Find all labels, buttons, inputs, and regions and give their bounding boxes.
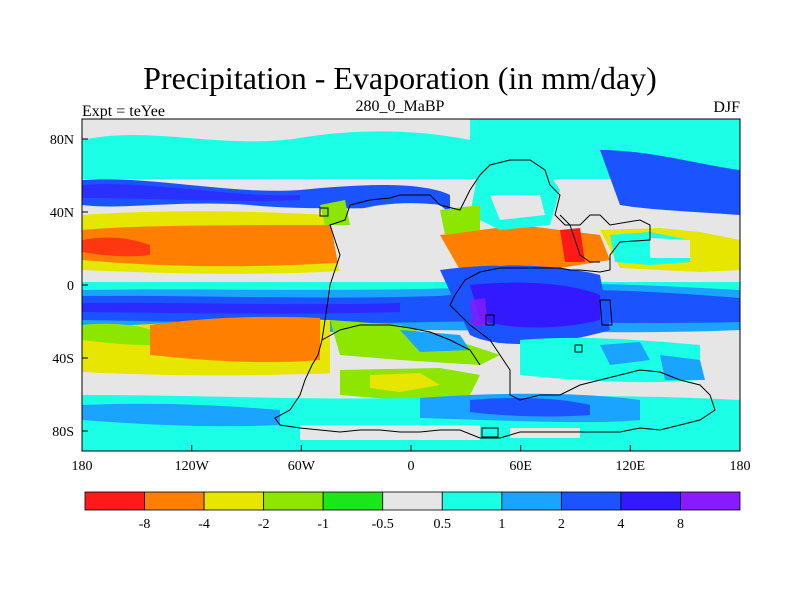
experiment-label: Expt = teYee (82, 103, 165, 120)
lat-tick-label: 80S (52, 425, 74, 440)
lat-tick-label: 40S (52, 352, 74, 367)
lon-tick-label: 60E (509, 459, 532, 474)
lon-tick-labels: 180 120W 60W 0 60E 120E 180 (72, 459, 751, 474)
colorbar-swatch (84, 491, 145, 511)
colorbar-label: 8 (677, 517, 684, 532)
colorbar-label: 0.5 (434, 517, 452, 532)
lon-tick-label: 60W (288, 459, 316, 474)
lon-tick-label: 120W (175, 459, 210, 474)
lat-tick-label: 0 (67, 279, 74, 294)
colorbar-swatch (322, 491, 384, 511)
axis-ticks (81, 138, 741, 451)
lon-tick-label: 120E (616, 459, 646, 474)
colorbar-label: -4 (198, 517, 210, 532)
colorbar-swatch (382, 491, 443, 511)
colorbar-swatch (263, 491, 324, 511)
coastlines (274, 159, 716, 439)
colorbar-label: 2 (558, 517, 565, 532)
colorbar: -8 -4 -2 -1 -0.5 0.5 1 2 4 8 (84, 491, 741, 532)
colorbar-label: -1 (317, 517, 329, 532)
map-title: Precipitation - Evaporation (in mm/day) (143, 60, 657, 96)
colorbar-swatch (560, 491, 622, 511)
map-field (82, 119, 740, 451)
colorbar-swatch (441, 491, 503, 511)
lat-tick-labels: 80N 40N 0 40S 80S (50, 133, 74, 440)
colorbar-swatch (144, 491, 205, 511)
colorbar-label: -8 (139, 517, 151, 532)
colorbar-label: -2 (258, 517, 270, 532)
lon-tick-label: 180 (72, 459, 93, 474)
lon-tick-label: 180 (730, 459, 751, 474)
lon-tick-label: 0 (408, 459, 415, 474)
colorbar-swatch (680, 491, 741, 511)
lat-tick-label: 80N (50, 133, 74, 148)
colorbar-label: -0.5 (372, 517, 394, 532)
colorbar-label: 1 (498, 517, 505, 532)
colorbar-swatch (620, 491, 681, 511)
time-label: 280_0_MaBP (355, 98, 445, 115)
colorbar-label: 4 (617, 517, 624, 532)
colorbar-swatch (203, 491, 265, 511)
colorbar-swatch (501, 491, 562, 511)
season-label: DJF (713, 99, 740, 116)
lat-tick-label: 40N (50, 206, 74, 221)
